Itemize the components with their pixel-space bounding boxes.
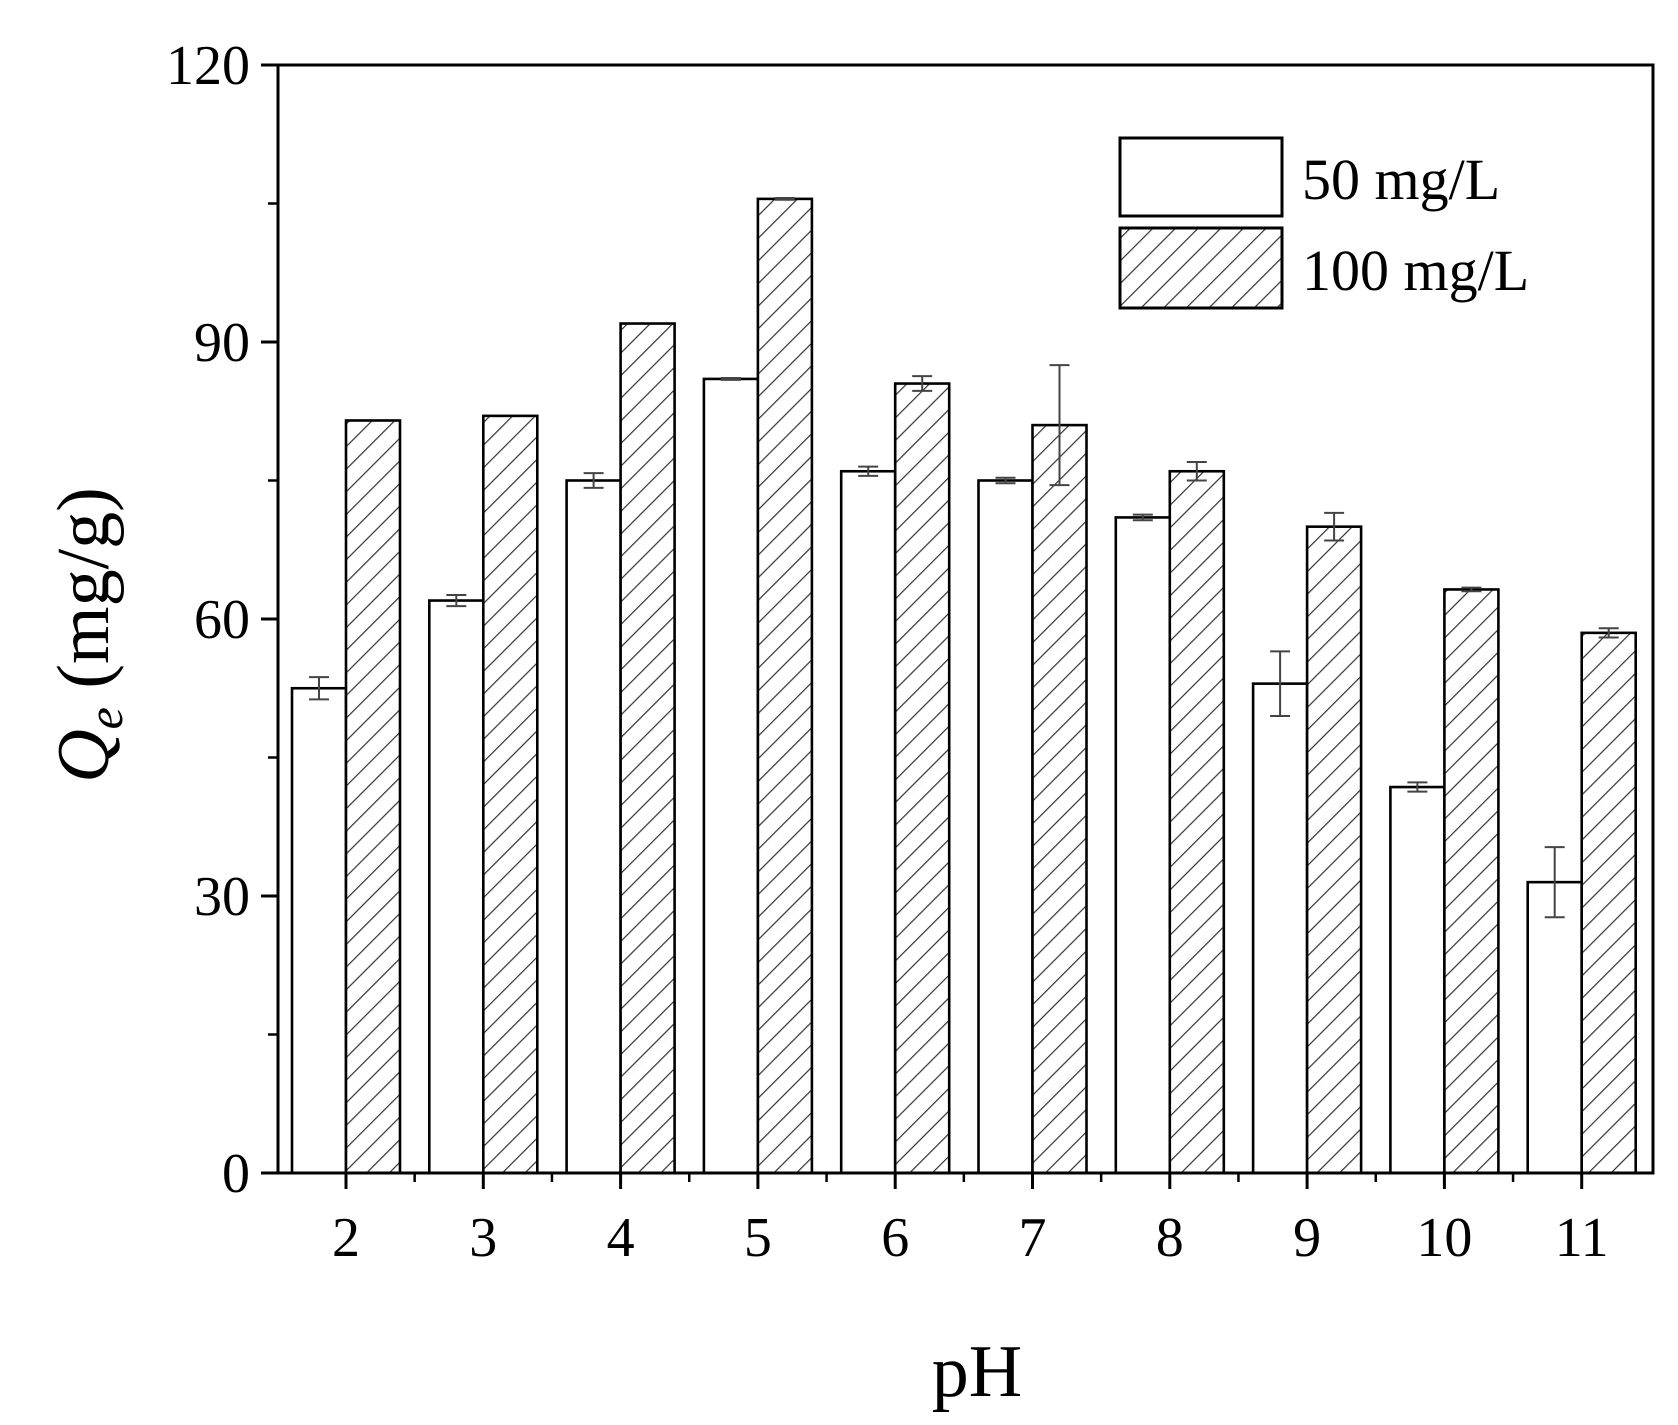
x-tick-label-3: 3 xyxy=(469,1207,497,1269)
error-bar-50-ph-11 xyxy=(1544,846,1565,919)
y-tick-label-120: 120 xyxy=(166,35,250,97)
x-tick-label-4: 4 xyxy=(607,1207,635,1269)
y-axis-unit: (mg/g) xyxy=(43,487,125,688)
error-bar-100-ph-5 xyxy=(774,196,795,201)
error-bar-50-ph-8 xyxy=(1132,513,1153,522)
error-bar-50-ph-9 xyxy=(1270,650,1291,717)
bar-100-ph-10 xyxy=(1443,588,1500,1175)
bar-100-ph-9 xyxy=(1305,525,1363,1175)
error-bar-100-ph-11 xyxy=(1598,627,1619,639)
bars-layer xyxy=(290,197,1637,1175)
y-tick-label-90: 90 xyxy=(194,312,250,374)
error-bar-100-ph-7 xyxy=(1049,364,1070,487)
x-tick-label-2: 2 xyxy=(332,1207,360,1269)
bar-100-ph-6 xyxy=(893,382,951,1175)
bar-100-ph-11 xyxy=(1580,631,1637,1175)
y-tick-label-60: 60 xyxy=(194,589,250,651)
bar-100-ph-8 xyxy=(1168,469,1226,1175)
error-bar-50-ph-2 xyxy=(309,676,329,701)
error-bar-50-ph-5 xyxy=(720,377,741,381)
y-tick-label-0: 0 xyxy=(222,1143,250,1205)
bar-50-ph-2 xyxy=(290,686,348,1175)
bar-100-ph-3 xyxy=(481,414,539,1175)
x-tick-label-9: 9 xyxy=(1293,1207,1321,1269)
error-bar-50-ph-6 xyxy=(858,465,879,477)
error-bar-100-ph-10 xyxy=(1461,586,1482,593)
y-ticks-layer: 0 30 60 90 120 xyxy=(166,35,278,1205)
x-tick-label-8: 8 xyxy=(1156,1207,1184,1269)
error-bar-50-ph-10 xyxy=(1407,781,1428,793)
y-axis-symbol: Q xyxy=(43,729,125,782)
bar-100-ph-5 xyxy=(756,197,814,1175)
legend-label-100: 100 mg/L xyxy=(1302,238,1529,303)
bar-50-ph-10 xyxy=(1389,785,1446,1175)
x-tick-label-11: 11 xyxy=(1555,1207,1609,1269)
legend-label-50: 50 mg/L xyxy=(1302,147,1500,212)
error-bar-100-ph-9 xyxy=(1324,511,1345,542)
x-tick-label-6: 6 xyxy=(881,1207,909,1269)
bar-50-ph-3 xyxy=(427,599,485,1175)
error-bar-50-ph-7 xyxy=(995,476,1016,485)
error-bar-50-ph-3 xyxy=(446,593,467,608)
bar-50-ph-6 xyxy=(839,469,897,1175)
bar-50-ph-5 xyxy=(702,377,760,1175)
error-bar-100-ph-8 xyxy=(1186,461,1207,482)
x-tick-label-5: 5 xyxy=(744,1207,772,1269)
bar-50-ph-4 xyxy=(565,479,622,1175)
y-axis-subscript: e xyxy=(77,707,133,729)
bar-50-ph-8 xyxy=(1114,516,1172,1175)
x-ticks-layer: 2 3 4 5 6 7 8 9 10 11 xyxy=(332,1173,1609,1269)
error-bar-50-ph-4 xyxy=(583,472,604,489)
bar-100-ph-7 xyxy=(1031,423,1088,1175)
legend: 50 mg/L 100 mg/L xyxy=(1118,136,1529,310)
bar-100-ph-2 xyxy=(344,419,402,1175)
x-tick-label-10: 10 xyxy=(1416,1207,1472,1269)
bar-50-ph-11 xyxy=(1526,880,1583,1175)
error-bars-layer xyxy=(309,196,1619,919)
legend-swatch-50 xyxy=(1118,136,1284,218)
y-tick-label-30: 30 xyxy=(194,866,250,928)
error-bar-100-ph-6 xyxy=(912,375,933,392)
legend-swatch-100 xyxy=(1118,226,1284,310)
x-tick-label-7: 7 xyxy=(1019,1207,1047,1269)
y-axis-unit-spacer xyxy=(43,689,125,708)
bar-100-ph-4 xyxy=(619,322,676,1175)
bar-50-ph-7 xyxy=(977,479,1034,1175)
bar-50-ph-9 xyxy=(1251,682,1309,1175)
x-axis-title: pH xyxy=(932,1331,1022,1413)
y-axis-title: Qe (mg/g) xyxy=(43,487,133,783)
